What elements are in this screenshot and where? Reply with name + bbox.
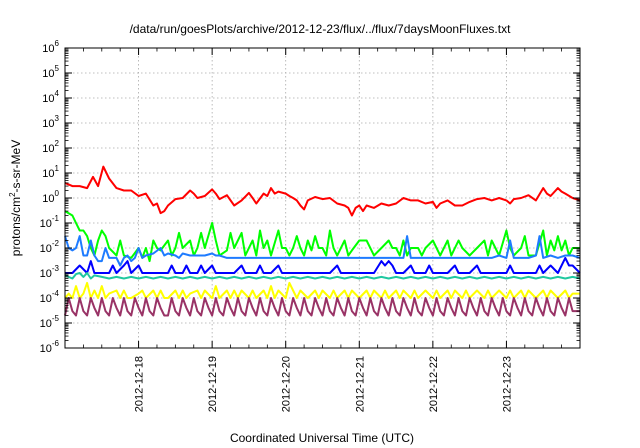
y-axis-label-sup: 2: [8, 192, 17, 197]
y-tick-label: 10-5: [40, 314, 60, 330]
series-line-5: [64, 272, 581, 280]
y-tick-base: 10: [42, 118, 54, 130]
y-tick-base: 10: [42, 168, 54, 180]
y-tick-exponent: 0: [55, 189, 60, 198]
y-tick-label: 101: [42, 164, 59, 180]
x-tick-label: 2012-12-22: [428, 356, 440, 412]
x-tick-label: 2012-12-19: [207, 356, 219, 412]
x-axis: 2012-12-18 2012-12-19 2012-12-20 2012-12-21…: [82, 48, 563, 412]
y-tick-exponent: 1: [55, 164, 60, 173]
series-group: [64, 165, 581, 317]
y-tick-label: 103: [42, 114, 59, 130]
y-tick-label: 10-6: [40, 339, 60, 355]
y-tick-label: 106: [42, 39, 59, 55]
y-tick-exponent: 3: [55, 114, 60, 123]
y-tick-base: 10: [40, 243, 52, 255]
y-axis: 10-610-510-410-310-210-11001011021031041…: [40, 39, 580, 355]
y-tick-label: 100: [42, 189, 59, 205]
x-tick-label: 2012-12-21: [354, 356, 366, 412]
y-tick-exponent: 6: [55, 39, 60, 48]
y-tick-exponent: -3: [52, 264, 60, 273]
x-tick-label: 2012-12-23: [501, 356, 513, 412]
y-tick-base: 10: [40, 268, 52, 280]
y-axis-label-pre: protons/cm: [9, 197, 23, 256]
y-tick-base: 10: [42, 93, 54, 105]
y-axis-label: protons/cm2-s-sr-MeV: [8, 140, 23, 256]
y-tick-exponent: 2: [55, 139, 60, 148]
y-tick-exponent: -2: [52, 239, 60, 248]
y-tick-exponent: -6: [52, 339, 60, 348]
series-line-3: [64, 235, 581, 267]
y-axis-label-post: -s-sr-MeV: [9, 140, 23, 193]
y-tick-label: 102: [42, 139, 59, 155]
series-line-2: [64, 210, 580, 263]
y-tick-base: 10: [42, 68, 54, 80]
chart-title: /data/run/goesPlots/archive/2012-12-23/f…: [130, 22, 512, 36]
y-tick-label: 10-1: [40, 214, 60, 230]
x-tick-label: 2012-12-18: [134, 356, 146, 412]
y-tick-base: 10: [42, 43, 54, 55]
y-tick-label: 10-4: [40, 289, 60, 305]
y-tick-base: 10: [40, 218, 52, 230]
series-line-6: [64, 281, 580, 299]
y-tick-exponent: 5: [55, 64, 60, 73]
series-line-4: [65, 256, 581, 274]
y-tick-base: 10: [40, 293, 52, 305]
y-tick-label: 105: [42, 64, 59, 80]
y-tick-label: 10-3: [40, 264, 60, 280]
y-tick-base: 10: [40, 318, 52, 330]
y-tick-base: 10: [40, 343, 52, 355]
y-tick-base: 10: [42, 143, 54, 155]
y-tick-label: 10-2: [40, 239, 60, 255]
y-tick-exponent: -1: [52, 214, 60, 223]
y-tick-label: 104: [42, 89, 59, 105]
x-axis-label: Coordinated Universal Time (UTC): [230, 431, 414, 445]
y-tick-exponent: -4: [52, 289, 60, 298]
y-tick-exponent: -5: [52, 314, 60, 323]
series-line-7: [64, 297, 580, 317]
y-tick-exponent: 4: [55, 89, 60, 98]
series-line-1: [64, 165, 581, 217]
y-tick-base: 10: [42, 193, 54, 205]
x-tick-label: 2012-12-20: [281, 356, 293, 412]
